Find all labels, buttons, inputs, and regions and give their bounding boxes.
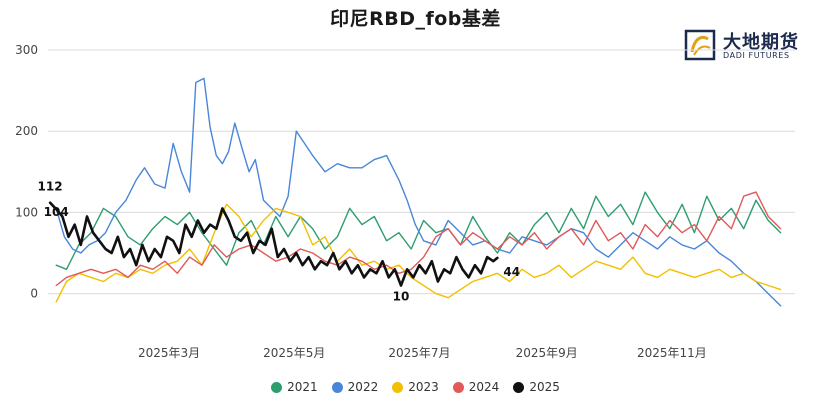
legend-label: 2022: [347, 380, 379, 394]
series-line-2022: [55, 77, 782, 307]
series-line-2024: [55, 191, 782, 287]
grid-layer: [48, 49, 795, 295]
chart-title: 印尼RBD_fob基差: [330, 8, 501, 30]
legend-item-2023[interactable]: 2023: [392, 380, 439, 394]
x-tick-label: 2025年7月: [388, 346, 450, 360]
legend-swatch-icon: [331, 381, 343, 393]
x-tick-label: 2025年9月: [516, 346, 578, 360]
data-label: 104: [44, 205, 69, 219]
legend-item-2024[interactable]: 2024: [452, 380, 500, 394]
chart-legend: 2021 2022 2023 2024 2025: [0, 380, 831, 394]
y-tick-label: 0: [30, 287, 38, 301]
x-axis: 2025年3月 2025年5月 2025年7月 2025年9月 2025年11月: [138, 346, 707, 360]
legend-label: 2021: [287, 380, 318, 394]
legend-swatch-icon: [271, 381, 283, 393]
company-logo: 大地期货 DADI FUTURES: [683, 28, 823, 64]
x-tick-label: 2025年5月: [263, 346, 325, 360]
series-line-2023: [55, 203, 782, 303]
data-label: 10: [393, 290, 410, 304]
logo-mark-icon: [684, 29, 716, 61]
x-tick-label: 2025年11月: [637, 346, 707, 360]
logo-mark-frame: [684, 29, 716, 61]
legend-item-2022[interactable]: 2022: [331, 380, 379, 394]
y-axis: 0 100 200 300: [15, 43, 38, 301]
y-tick-label: 100: [15, 205, 38, 219]
logo-cn-text: 大地期货: [723, 32, 799, 53]
legend-swatch-icon: [513, 381, 525, 393]
series-line-2021: [55, 191, 782, 270]
legend-item-2025[interactable]: 2025: [513, 380, 560, 394]
y-tick-label: 300: [15, 43, 38, 57]
annotation-layer: 112 104 10 44: [38, 180, 521, 304]
legend-label: 2025: [529, 380, 560, 394]
data-label: 44: [503, 265, 520, 279]
logo-mark-swoosh-2: [693, 45, 711, 56]
logo-mark-swoosh: [690, 36, 709, 53]
legend-label: 2024: [468, 380, 500, 394]
logo-en-text: DADI FUTURES: [723, 51, 790, 60]
series-layer: [48, 77, 782, 307]
x-tick-label: 2025年3月: [138, 346, 200, 360]
legend-swatch-icon: [452, 381, 464, 393]
y-tick-label: 200: [15, 124, 38, 138]
series-line-2025: [48, 201, 499, 287]
legend-label: 2023: [408, 380, 439, 394]
legend-swatch-icon: [392, 381, 404, 393]
legend-item-2021[interactable]: 2021: [271, 380, 318, 394]
data-label: 112: [38, 180, 63, 194]
